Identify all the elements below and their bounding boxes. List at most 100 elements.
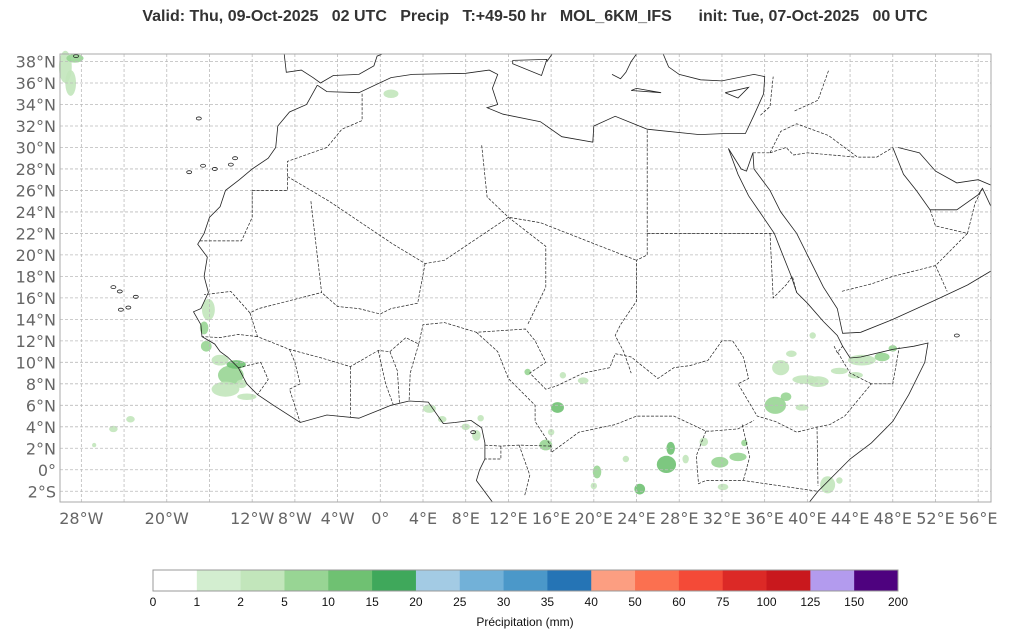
colorbar-frame [152, 569, 899, 592]
precipitation-cell [809, 332, 816, 339]
colorbar-bin [415, 570, 461, 591]
latitude-tick-label: 20°N [16, 246, 56, 265]
precipitation-cell [807, 376, 829, 388]
longitude-axis: 28°W 20°W 12°W 8°W 4°W 0° 4°E 8°E 12°E 16°E 20°E 24… [59, 509, 997, 528]
latitude-tick-label: 10°N [16, 353, 56, 372]
precipitation-cell [699, 437, 709, 447]
country-border [508, 217, 547, 325]
precipitation-cell [551, 402, 564, 413]
longitude-tick-label: 4°E [409, 509, 437, 528]
precipitation-cell [559, 372, 567, 379]
latitude-tick-label: 18°N [16, 267, 56, 286]
colorbar-tick-label: 35 [541, 595, 555, 609]
colorbar-tick-label: 75 [716, 595, 730, 609]
latitude-tick-label: 8°N [26, 375, 56, 394]
country-border [249, 312, 900, 433]
latitude-tick-label: 2°S [28, 482, 56, 501]
precipitation-cell [622, 455, 630, 463]
island [132, 294, 139, 299]
precipitation-cell [201, 298, 215, 321]
precipitation-cell [547, 428, 555, 436]
country-border [476, 332, 755, 454]
latitude-tick-label: 0° [38, 461, 56, 480]
precipitation-cell [477, 414, 484, 422]
precipitation-cell [741, 439, 748, 447]
longitude-tick-label: 48°E [874, 509, 912, 528]
colorbar-bin [810, 570, 855, 591]
longitude-tick-label: 8°W [278, 509, 312, 528]
island [200, 163, 206, 168]
longitude-tick-label: 4°W [321, 509, 355, 528]
precipitation-cell [634, 483, 646, 495]
precipitation-cell [200, 340, 212, 352]
precipitation-cell [211, 381, 240, 397]
colorbar-tick-label: 200 [888, 595, 908, 609]
coastline [283, 53, 383, 84]
precipitation-cell [836, 477, 843, 484]
latitude-tick-label: 28°N [16, 160, 56, 179]
country-border [935, 265, 948, 292]
precipitation-cell [524, 368, 531, 376]
country-border [769, 123, 893, 158]
country-border [929, 188, 983, 234]
island [110, 285, 117, 290]
longitude-tick-label: 20°W [145, 509, 189, 528]
map-frame [59, 53, 992, 503]
latitude-tick-label: 6°N [26, 396, 56, 415]
latitude-tick-label: 30°N [16, 138, 56, 157]
country-border [321, 263, 426, 315]
precipitation-cell [772, 360, 790, 376]
latitude-tick-label: 12°N [16, 332, 56, 351]
colorbar-bin [547, 570, 592, 591]
colorbar-bin [459, 570, 505, 591]
colorbar-bin [503, 570, 548, 591]
colorbar-bin [591, 570, 636, 591]
longitude-tick-label: 24°E [617, 509, 655, 528]
longitude-tick-label: 12°W [230, 509, 274, 528]
country-border [389, 351, 400, 404]
country-border [289, 349, 301, 423]
country-border [841, 233, 968, 292]
country-border [518, 444, 531, 497]
precipitation-cell [874, 352, 890, 362]
colorbar-tick-label: 20 [409, 595, 423, 609]
precipitation-cell [66, 53, 84, 63]
colorbar-tick-label: 60 [672, 595, 686, 609]
map-title: Valid: Thu, 09-Oct-2025 02 UTC Precip T:… [142, 8, 928, 25]
country-border [769, 233, 798, 299]
longitude-tick-label: 28°E [660, 509, 698, 528]
colorbar-bin [678, 570, 724, 591]
precipitation-cell [211, 354, 229, 366]
island [73, 54, 79, 59]
colorbar-bin [372, 570, 417, 591]
longitude-tick-label: 20°E [575, 509, 613, 528]
colorbar-tick-label: 2 [237, 595, 244, 609]
country-border [695, 430, 819, 492]
island [211, 167, 218, 171]
country-border [614, 130, 648, 374]
longitude-tick-label: 44°E [831, 509, 869, 528]
latitude-tick-label: 34°N [16, 95, 56, 114]
longitude-tick-label: 36°E [745, 509, 783, 528]
precipitation-cell [820, 476, 836, 494]
precipitation-cell [795, 404, 809, 411]
precipitation-cell [92, 442, 97, 448]
colorbar-bin [635, 570, 680, 591]
precipitation-cell [785, 350, 797, 357]
precipitation-cell [422, 404, 436, 413]
colorbar-tick-label: 150 [844, 595, 864, 609]
precipitation-cell [656, 455, 677, 473]
colorbar-tick-label: 0 [150, 595, 157, 609]
island [227, 162, 234, 167]
colorbar-tick-label: 40 [585, 595, 599, 609]
colorbar-tick-label: 1 [193, 595, 200, 609]
country-border [741, 424, 751, 481]
colorbar-tick-label: 50 [628, 595, 642, 609]
longitude-tick-label: 40°E [788, 509, 826, 528]
longitude-tick-label: 28°W [59, 509, 103, 528]
coastline [317, 53, 766, 143]
country-border [484, 446, 502, 460]
colorbar-bin [284, 570, 329, 591]
precipitation-cell [577, 377, 589, 384]
precipitation-cell [472, 430, 481, 441]
